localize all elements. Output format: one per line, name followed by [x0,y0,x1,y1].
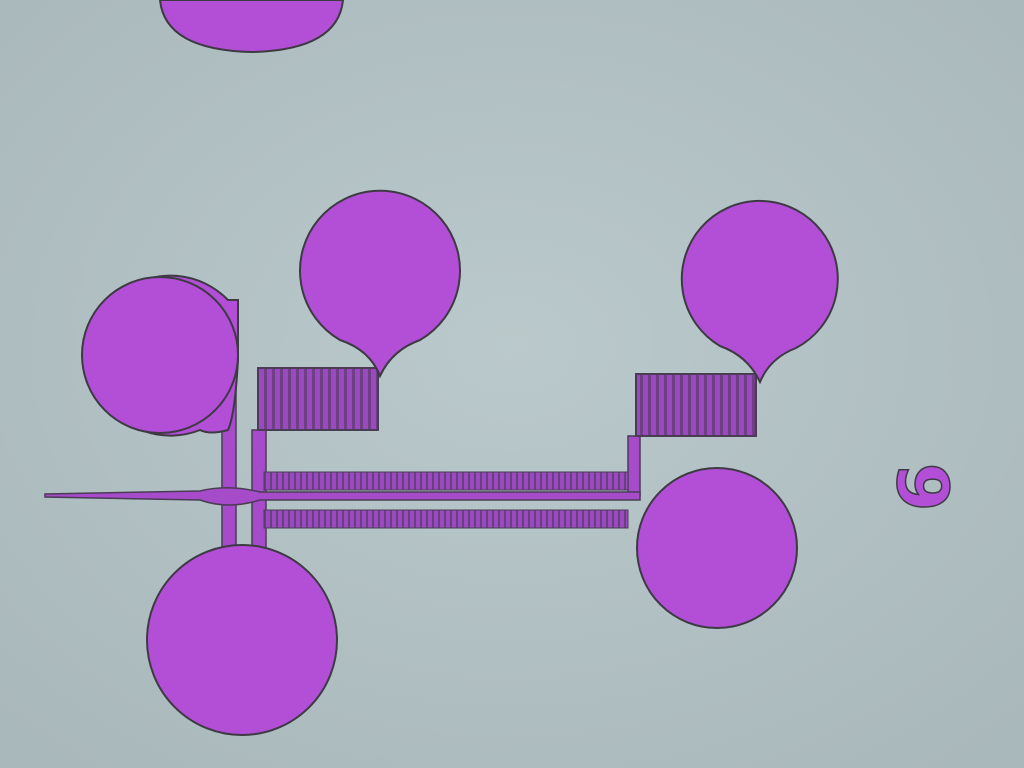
reservoir [680,199,839,385]
reservoir [81,276,239,434]
marker: 6 [884,463,966,512]
reservoir [299,189,461,379]
serpentine-channel [263,471,629,491]
serpentine-mixer [635,373,757,437]
reservoir [158,0,345,54]
reservoir [636,467,798,629]
serpentine-mixer [257,367,379,431]
reservoir [146,544,338,736]
serpentine-channel [263,509,629,529]
channel [627,435,641,497]
main-channel [44,487,641,506]
